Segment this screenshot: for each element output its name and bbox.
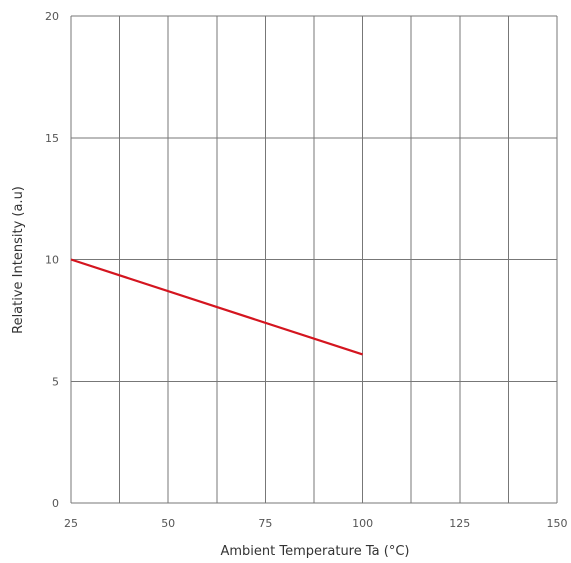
x-tick-label-1: 50 xyxy=(161,517,175,530)
grid xyxy=(70,15,558,504)
y-axis-title: Relative Intensity (a.u) xyxy=(11,186,26,334)
x-axis-title: Ambient Temperature Ta (°C) xyxy=(221,544,410,559)
x-tick-label-3: 100 xyxy=(352,517,373,530)
x-tick-label-4: 125 xyxy=(449,517,470,530)
series-line-0 xyxy=(70,258,363,356)
x-tick-label-2: 75 xyxy=(258,517,272,530)
x-tick-label-5: 150 xyxy=(547,517,568,530)
tick-labels: 25 50 75 100 125 150 0 5 10 15 20 xyxy=(45,10,568,530)
y-tick-label-1: 5 xyxy=(52,375,59,388)
x-tick-label-0: 25 xyxy=(64,517,78,530)
y-tick-label-4: 20 xyxy=(45,10,59,23)
y-tick-label-0: 0 xyxy=(52,497,59,510)
y-tick-label-3: 15 xyxy=(45,132,59,145)
y-tick-label-2: 10 xyxy=(45,254,59,267)
series-layer xyxy=(70,258,363,356)
